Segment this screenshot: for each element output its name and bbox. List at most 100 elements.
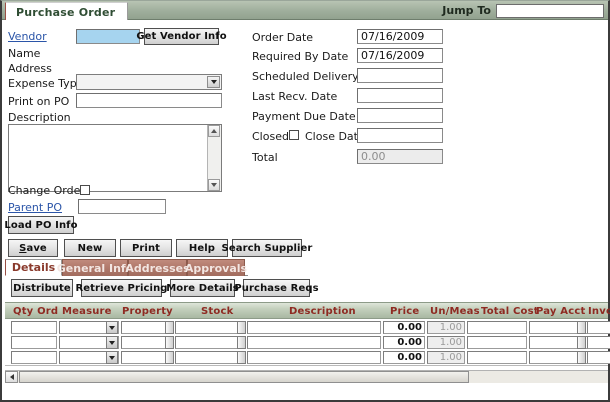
description-scrollbar[interactable] <box>207 125 221 191</box>
description-textarea[interactable] <box>8 124 222 192</box>
jump-to-input[interactable] <box>496 3 604 18</box>
save-button[interactable]: Save <box>8 239 58 257</box>
cell-stock[interactable] <box>175 321 245 334</box>
column-header-pay-acct[interactable]: Pay Acct <box>536 306 586 317</box>
change-order-label: Change Order <box>8 184 85 197</box>
property-lookup-button[interactable] <box>165 351 174 364</box>
cell-total-cost[interactable] <box>467 351 527 364</box>
cell-measure[interactable] <box>59 321 119 334</box>
parent-po-input[interactable] <box>78 199 166 214</box>
column-header-property[interactable]: Property <box>122 306 173 317</box>
details-grid-panel: Distribute Retrieve Pricing More Details… <box>5 277 610 399</box>
required-by-date-input[interactable] <box>357 48 443 63</box>
cell-description[interactable] <box>247 321 381 334</box>
close-date-input[interactable] <box>357 128 443 143</box>
chevron-down-icon[interactable] <box>207 76 220 88</box>
print-button[interactable]: Print <box>120 239 172 257</box>
close-date-label: Close Date <box>305 130 365 143</box>
order-date-label: Order Date <box>252 31 314 44</box>
page-title-tab[interactable]: Purchase Order <box>5 2 129 20</box>
column-header-invoice[interactable]: Invoice <box>588 306 610 317</box>
cell-measure[interactable] <box>59 351 119 364</box>
pay-acct-lookup-button[interactable] <box>577 336 586 349</box>
tab-approvals[interactable]: Approvals <box>185 259 247 276</box>
search-supplier-label: Search Supplier <box>221 242 313 254</box>
cell-total-cost[interactable] <box>467 321 527 334</box>
scheduled-delivery-date-input[interactable] <box>357 68 443 83</box>
last-recv-date-label: Last Recv. Date <box>252 90 338 103</box>
column-header-measure[interactable]: Measure <box>62 306 112 317</box>
scroll-up-icon[interactable] <box>208 125 220 137</box>
tab-addresses-label: Addresses <box>125 261 190 275</box>
get-vendor-info-button[interactable]: Get Vendor Info <box>136 28 227 45</box>
expense-type-select[interactable] <box>76 74 222 90</box>
vendor-link[interactable]: Vendor <box>8 30 47 43</box>
search-supplier-button[interactable]: Search Supplier <box>222 239 312 257</box>
measure-dropdown-icon[interactable] <box>106 336 118 349</box>
new-button[interactable]: New <box>64 239 116 257</box>
measure-dropdown-icon[interactable] <box>106 321 118 334</box>
cell-stock[interactable] <box>175 351 245 364</box>
cell-un-meas: 1.00 <box>427 321 465 334</box>
parent-po-link[interactable]: Parent PO <box>8 201 63 214</box>
cell-qty-ord[interactable] <box>11 321 57 334</box>
distribute-button[interactable]: Distribute <box>11 279 73 297</box>
stock-lookup-button[interactable] <box>237 351 246 364</box>
retrieve-pricing-button[interactable]: Retrieve Pricing <box>75 279 167 297</box>
tab-addresses[interactable]: Addresses <box>125 259 190 276</box>
measure-dropdown-icon[interactable] <box>106 351 118 364</box>
change-order-checkbox[interactable] <box>80 185 90 195</box>
more-details-button[interactable]: More Details <box>166 279 239 297</box>
cell-stock[interactable] <box>175 336 245 349</box>
vendor-input[interactable] <box>76 29 140 44</box>
cell-price[interactable]: 0.00 <box>383 336 425 349</box>
print-on-po-input[interactable] <box>76 93 222 108</box>
order-date-input[interactable] <box>357 29 443 44</box>
tab-details[interactable]: Details <box>5 259 62 276</box>
cell-total-cost[interactable] <box>467 336 527 349</box>
column-header-qty-ord[interactable]: Qty Ord <box>13 306 59 317</box>
print-on-po-label: Print on PO <box>8 95 70 108</box>
pay-acct-lookup-button[interactable] <box>577 321 586 334</box>
cell-qty-ord[interactable] <box>11 336 57 349</box>
table-row: 0.00 1.00 <box>5 320 610 336</box>
purchase-reqs-button[interactable]: Purchase Reqs <box>234 279 319 297</box>
scrollbar-thumb[interactable] <box>19 371 469 383</box>
load-po-info-button[interactable]: Load PO Info <box>4 216 78 234</box>
save-label: Save <box>19 242 47 254</box>
expense-type-label: Expense Type <box>8 77 84 90</box>
retrieve-pricing-label: Retrieve Pricing <box>75 282 168 294</box>
cell-invoice[interactable] <box>587 336 610 349</box>
column-header-total-cost[interactable]: Total Cost <box>481 306 539 317</box>
closed-checkbox[interactable] <box>289 130 299 140</box>
cell-description[interactable] <box>247 336 381 349</box>
stock-lookup-button[interactable] <box>237 321 246 334</box>
last-recv-date-input[interactable] <box>357 88 443 103</box>
scroll-down-icon[interactable] <box>208 179 220 191</box>
cell-qty-ord[interactable] <box>11 351 57 364</box>
payment-due-date-input[interactable] <box>357 108 443 123</box>
table-row: 0.00 1.00 <box>5 335 610 351</box>
scroll-left-icon[interactable] <box>5 371 18 383</box>
pay-acct-lookup-button[interactable] <box>577 351 586 364</box>
cell-description[interactable] <box>247 351 381 364</box>
closed-label: Closed <box>252 130 289 143</box>
cell-price[interactable]: 0.00 <box>383 351 425 364</box>
help-button[interactable]: Help <box>176 239 228 257</box>
column-header-price[interactable]: Price <box>390 306 420 317</box>
grid-horizontal-scrollbar[interactable] <box>5 370 608 383</box>
cell-invoice[interactable] <box>587 351 610 364</box>
stock-lookup-button[interactable] <box>237 336 246 349</box>
cell-price[interactable]: 0.00 <box>383 321 425 334</box>
more-details-label: More Details <box>166 282 239 294</box>
cell-invoice[interactable] <box>587 321 610 334</box>
cell-measure[interactable] <box>59 336 119 349</box>
column-header-un-meas[interactable]: Un/Meas <box>430 306 480 317</box>
tab-general-info[interactable]: General Info <box>57 259 133 276</box>
jump-to-group: Jump To <box>442 3 604 18</box>
property-lookup-button[interactable] <box>165 336 174 349</box>
column-header-description[interactable]: Description <box>289 306 356 317</box>
property-lookup-button[interactable] <box>165 321 174 334</box>
column-header-stock[interactable]: Stock <box>201 306 234 317</box>
